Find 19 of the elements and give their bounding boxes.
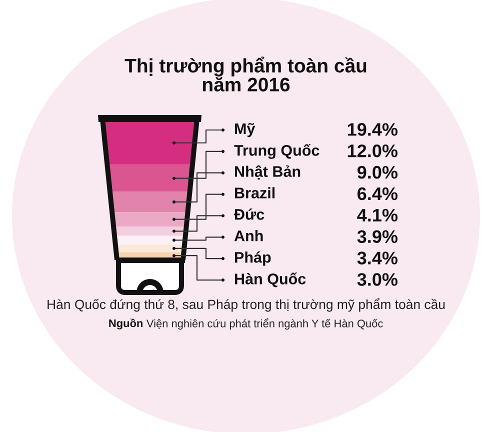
data-label: 19.4% — [348, 123, 398, 136]
category-label: Pháp — [235, 251, 271, 266]
category-label: Hàn Quốc — [235, 272, 306, 288]
data-label: 3.4% — [357, 252, 398, 264]
data-label: 9.0% — [357, 166, 398, 179]
category-label: Anh — [234, 230, 263, 242]
category-label: Đức — [234, 208, 264, 220]
text: Nguồn Viện nghiên cứu phát triển ngành Y tế Hàn Quốc — [109, 318, 383, 330]
data-label: 3.9% — [357, 230, 398, 244]
data-label: 4.1% — [357, 208, 398, 222]
category-label: Nhật Bản — [235, 165, 300, 180]
category-label: Mỹ — [235, 122, 256, 138]
text: Thị trường phẩm toàn cầu năm 2016 — [124, 56, 366, 92]
data-label: 6.4% — [358, 187, 398, 200]
data-label: 12.0% — [348, 144, 398, 158]
category-label: Trung Quốc — [234, 144, 320, 159]
text: Hàn Quốc đứng thứ 8, sau Pháp trong thị trường mỹ phẩm toàn cầu — [48, 298, 445, 312]
data-label: 3.0% — [357, 273, 398, 286]
category-label: Brazil — [235, 187, 275, 198]
